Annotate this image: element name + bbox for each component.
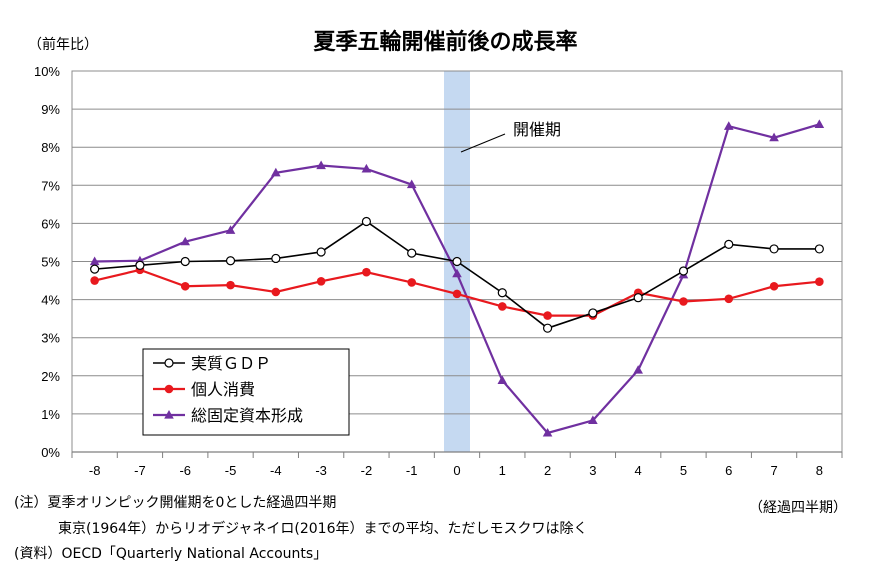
data-point-marker bbox=[542, 323, 553, 333]
data-point-marker bbox=[407, 278, 417, 287]
data-point-marker bbox=[497, 288, 507, 298]
x-tick-label: 6 bbox=[725, 463, 732, 478]
x-tick-label: 3 bbox=[589, 463, 596, 478]
data-point-marker bbox=[271, 287, 281, 297]
y-axis-unit: （前年比） bbox=[28, 37, 98, 53]
data-point-marker bbox=[226, 280, 235, 290]
y-tick-label: 10% bbox=[34, 64, 60, 79]
x-tick-label: -1 bbox=[406, 463, 418, 478]
data-point-marker bbox=[90, 276, 99, 285]
x-tick-label: 2 bbox=[544, 463, 551, 478]
data-point-marker bbox=[271, 253, 281, 264]
data-point-marker bbox=[452, 268, 462, 278]
x-tick-label: -4 bbox=[270, 463, 282, 478]
series-group bbox=[89, 119, 825, 437]
data-point-marker bbox=[89, 256, 100, 266]
y-tick-label: 7% bbox=[41, 178, 60, 193]
data-point-marker bbox=[316, 160, 326, 170]
legend-label: 総固定資本形成 bbox=[191, 406, 303, 425]
data-point-marker bbox=[588, 415, 598, 424]
y-tick-label: 3% bbox=[41, 331, 60, 346]
y-tick-label: 0% bbox=[41, 445, 60, 460]
y-tick-label: 9% bbox=[41, 102, 60, 117]
data-point-marker bbox=[406, 179, 417, 189]
x-axis-unit: （経過四半期） bbox=[749, 500, 847, 516]
data-point-marker bbox=[135, 260, 145, 270]
y-tick-label: 5% bbox=[41, 255, 60, 270]
y-tick-label: 1% bbox=[41, 407, 60, 422]
data-point-marker bbox=[362, 267, 371, 277]
y-tick-label: 2% bbox=[41, 369, 60, 384]
x-tick-label: 4 bbox=[635, 463, 642, 478]
data-point-marker bbox=[180, 236, 191, 246]
data-point-marker bbox=[769, 281, 779, 291]
y-tick-label: 6% bbox=[41, 216, 60, 231]
data-point-marker bbox=[497, 375, 508, 384]
x-tick-label: 7 bbox=[770, 463, 777, 478]
x-tick-label: 8 bbox=[816, 463, 823, 478]
data-point-marker bbox=[164, 384, 174, 394]
x-tick-label: -5 bbox=[225, 463, 237, 478]
annotation-label: 開催期 bbox=[513, 120, 561, 139]
data-point-marker bbox=[633, 293, 643, 303]
data-point-marker bbox=[724, 294, 734, 304]
data-point-marker bbox=[723, 121, 734, 130]
data-point-marker bbox=[542, 427, 553, 437]
data-point-marker bbox=[316, 247, 326, 257]
data-point-marker bbox=[679, 297, 688, 306]
data-point-marker bbox=[407, 248, 417, 258]
data-point-marker bbox=[815, 277, 824, 286]
chart-title: 夏季五輪開催前後の成長率 bbox=[313, 30, 578, 55]
data-point-marker bbox=[724, 239, 734, 249]
data-point-marker bbox=[164, 410, 174, 419]
data-point-marker bbox=[361, 163, 372, 173]
data-point-marker bbox=[452, 256, 462, 267]
data-point-marker bbox=[361, 216, 372, 227]
footnote-2: 東京(1964年）からリオデジャネイロ(2016年）までの平均、ただしモスクワは… bbox=[58, 521, 588, 537]
data-point-marker bbox=[588, 308, 598, 318]
data-point-marker bbox=[90, 264, 100, 274]
data-point-marker bbox=[814, 244, 824, 254]
data-point-marker bbox=[633, 365, 643, 374]
x-tick-label: 5 bbox=[680, 463, 687, 478]
x-tick-label: -7 bbox=[134, 463, 146, 478]
data-point-marker bbox=[497, 302, 507, 311]
legend-label: 実質ＧＤＰ bbox=[191, 354, 271, 373]
data-point-marker bbox=[271, 167, 281, 177]
source-note: (資料）OECD「Quarterly National Accounts」 bbox=[14, 546, 328, 562]
series-group bbox=[90, 216, 824, 333]
x-tick-label: 0 bbox=[453, 463, 460, 478]
y-tick-label: 8% bbox=[41, 140, 60, 155]
x-tick-label: -2 bbox=[361, 463, 373, 478]
data-point-marker bbox=[316, 277, 326, 286]
y-tick-label: 4% bbox=[41, 293, 60, 308]
annotation-leader-line bbox=[460, 133, 506, 153]
data-point-marker bbox=[164, 358, 174, 368]
data-point-marker bbox=[225, 256, 236, 266]
data-point-marker bbox=[769, 132, 779, 142]
data-point-marker bbox=[452, 289, 462, 299]
x-tick-label: -8 bbox=[89, 463, 101, 478]
x-tick-label: -3 bbox=[315, 463, 327, 478]
x-tick-label: -6 bbox=[179, 463, 191, 478]
data-point-marker bbox=[543, 311, 552, 320]
legend-label: 個人消費 bbox=[191, 380, 255, 399]
x-tick-label: 1 bbox=[499, 463, 506, 478]
data-point-marker bbox=[225, 225, 236, 234]
data-point-marker bbox=[180, 256, 190, 267]
data-point-marker bbox=[180, 281, 190, 291]
data-point-marker bbox=[678, 266, 689, 276]
footnote-1: (注）夏季オリンピック開催期を0とした経過四半期 bbox=[14, 495, 337, 511]
data-point-marker bbox=[814, 119, 825, 128]
data-point-marker bbox=[769, 244, 779, 254]
